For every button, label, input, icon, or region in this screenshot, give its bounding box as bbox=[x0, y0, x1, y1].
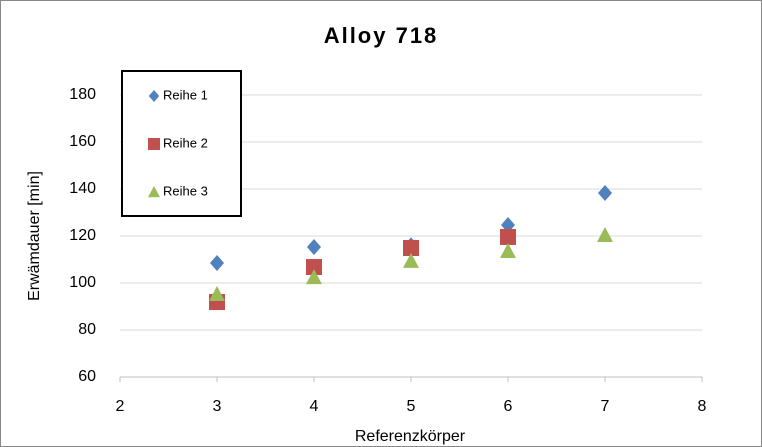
chart-title: Alloy 718 bbox=[324, 23, 439, 48]
x-axis-title: Referenzkörper bbox=[355, 428, 466, 445]
x-tick-label: 3 bbox=[213, 398, 222, 415]
legend-box bbox=[121, 70, 242, 217]
x-tick-label: 6 bbox=[504, 398, 513, 415]
marker bbox=[500, 228, 516, 245]
y-tick-label: 120 bbox=[69, 227, 96, 244]
marker bbox=[210, 255, 224, 272]
y-tick-label: 60 bbox=[78, 368, 96, 385]
y-tick-label: 160 bbox=[69, 133, 96, 150]
marker bbox=[500, 243, 516, 259]
marker bbox=[307, 239, 321, 256]
x-tick-label: 4 bbox=[310, 398, 319, 415]
x-tick-label: 7 bbox=[601, 398, 610, 415]
x-tick-label: 8 bbox=[698, 398, 707, 415]
legend-marker bbox=[148, 90, 160, 102]
x-tick-label: 2 bbox=[116, 398, 125, 415]
marker bbox=[598, 184, 612, 201]
marker bbox=[306, 269, 322, 285]
legend-label: Reihe 3 bbox=[163, 183, 208, 198]
marker bbox=[597, 227, 613, 243]
y-tick-label: 80 bbox=[78, 321, 96, 338]
marker bbox=[209, 286, 225, 302]
y-tick-label: 140 bbox=[69, 180, 96, 197]
y-axis-title: Erwämdauer [min] bbox=[26, 171, 43, 301]
legend-label: Reihe 1 bbox=[163, 87, 208, 102]
y-tick-label: 100 bbox=[69, 274, 96, 291]
marker bbox=[403, 239, 419, 256]
legend-marker bbox=[148, 138, 160, 150]
y-tick-label: 180 bbox=[69, 86, 96, 103]
marker bbox=[403, 252, 419, 268]
legend-marker bbox=[148, 186, 160, 198]
marker bbox=[306, 259, 322, 276]
legend-label: Reihe 2 bbox=[163, 135, 208, 150]
x-tick-label: 5 bbox=[407, 398, 416, 415]
